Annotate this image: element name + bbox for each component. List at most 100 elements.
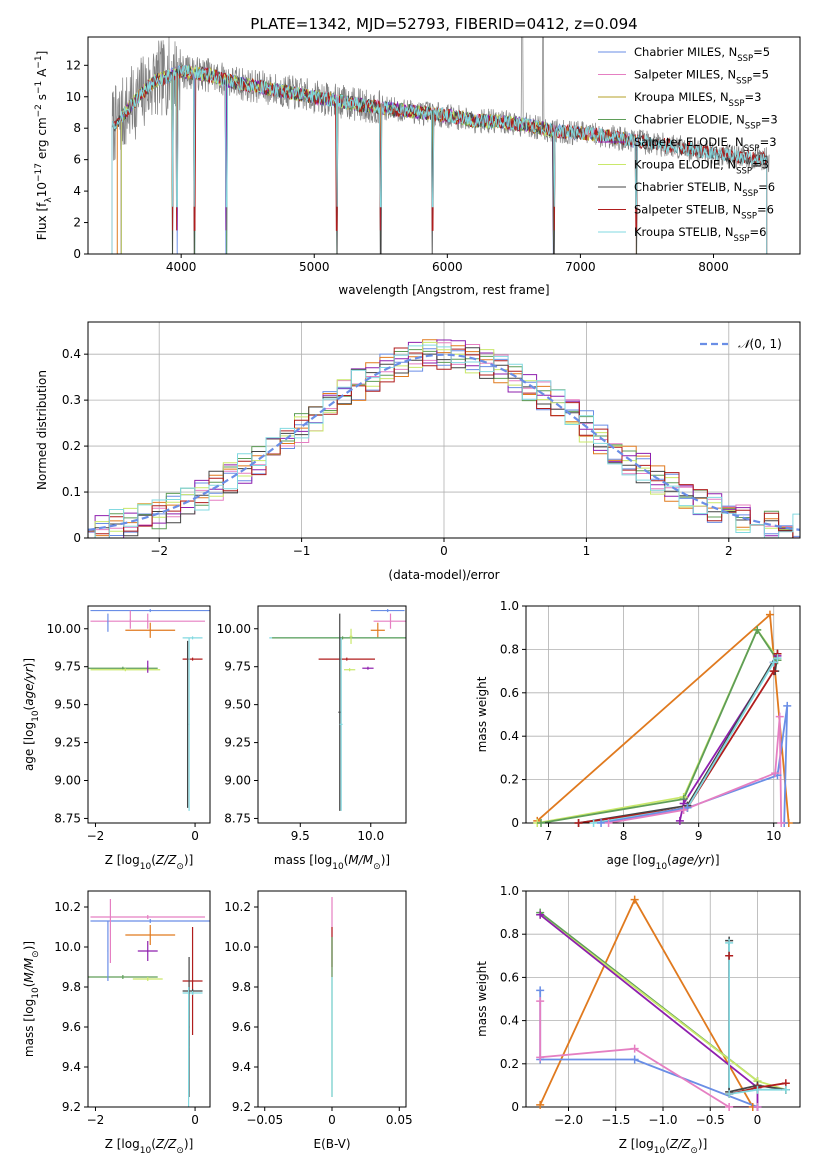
label-part: E(B-V) — [313, 1137, 350, 1151]
x-tick-label: 0 — [191, 829, 199, 843]
y-tick-label: 10 — [66, 90, 81, 104]
y-tick-label: 0.3 — [62, 393, 81, 407]
weight-point-marker — [753, 1103, 762, 1111]
age_vs_Z-plot-area — [88, 609, 210, 811]
y-tick-label: 9.75 — [54, 660, 81, 674]
legend-text: Kroupa STELIB, N — [634, 225, 734, 239]
y-tick-label: 6 — [73, 153, 81, 167]
legend-text: Chabrier MILES, N — [634, 45, 737, 59]
legend-label: Salpeter ELODIE, NSSP=3 — [634, 135, 777, 154]
weight-point-marker — [574, 819, 583, 827]
weight-point-marker — [769, 667, 778, 676]
y-tick-label: 9.00 — [54, 774, 81, 788]
label-part: 10 — [140, 1146, 152, 1156]
x-axis-label: wavelength [Angstrom, rest frame] — [338, 283, 549, 297]
spectrum-panel: 4000 5000 6000 7000 8000 0 2 4 6 8 10 12 wavelength … — [34, 36, 801, 297]
y-tick-label: 9.2 — [62, 1100, 81, 1114]
label-part: ( — [344, 853, 349, 867]
y-tick-label: 2 — [73, 216, 81, 230]
weight-point-marker — [777, 819, 786, 827]
label-part: Z/Z — [669, 1137, 691, 1151]
label-part: age/yr — [22, 666, 36, 705]
legend-text: =3 — [744, 90, 761, 104]
x-axis-label: Z [log10(Z/Z⊙)] — [105, 853, 194, 872]
x-tick-label: 0 — [191, 1113, 199, 1127]
x-axis-label: (data-model)/error — [388, 568, 499, 582]
y-axis-label: age [log10(age/yr)] — [22, 658, 41, 771]
y-tick-label: 9.6 — [62, 1020, 81, 1034]
y-tick-label: 10.0 — [224, 940, 251, 954]
label-part: ( — [22, 706, 36, 711]
legend-text: Kroupa ELODIE, N — [634, 158, 736, 172]
y-tick-label: 0.4 — [500, 1014, 519, 1028]
label-part: ⊙ — [31, 950, 41, 958]
label-part: age [log — [22, 722, 36, 771]
x-tick-label: 8000 — [698, 260, 729, 274]
weight-series-line — [540, 628, 779, 823]
residual-histogram-series — [88, 341, 800, 538]
x-tick-label: 9 — [695, 829, 703, 843]
y-tick-label: 9.50 — [224, 698, 251, 712]
legend-text: Chabrier ELODIE, N — [634, 113, 745, 127]
label-part: 10 — [140, 862, 152, 872]
weight-point-marker — [675, 816, 684, 825]
legend-sub: SSP — [741, 212, 757, 222]
label-part: Flux [f — [35, 202, 49, 240]
legend-text: =3 — [752, 158, 769, 172]
label-part: −2 — [34, 104, 44, 117]
axes-frame — [87, 605, 211, 824]
label-part: M/M — [348, 853, 373, 867]
label-part: −1 — [34, 81, 44, 94]
label-part: 10 — [31, 710, 41, 722]
weight-point-marker — [725, 938, 734, 947]
label-part: 10 — [654, 1146, 666, 1156]
x-tick-label: −0.5 — [696, 1113, 725, 1127]
residual-histogram-series — [88, 348, 800, 537]
residual_histogram-panel: −2 −1 0 1 2 0 0.1 0.2 0.3 0.4 𝒩(0, 1) (data-model)/… — [35, 321, 801, 582]
weight-point-marker — [536, 910, 545, 919]
label-part: mass [log — [274, 853, 332, 867]
y-tick-label: 0 — [511, 1100, 519, 1114]
weight-series-line — [728, 942, 786, 1096]
y-tick-label: 0.2 — [500, 773, 519, 787]
y-tick-label: 9.00 — [224, 774, 251, 788]
label-part: age/yr — [672, 853, 711, 867]
gaussian-curve — [88, 353, 800, 531]
weight-point-marker — [536, 1100, 545, 1109]
legend-text: Chabrier STELIB, N — [634, 180, 742, 194]
axes-frame — [87, 36, 801, 255]
legend-label: Kroupa MILES, NSSP=3 — [634, 90, 761, 109]
y-tick-label: 0.8 — [500, 927, 519, 941]
residual-histogram-series — [88, 339, 800, 538]
label-part: ( — [151, 853, 156, 867]
label-part: )] — [710, 853, 719, 867]
y-tick-label: 9.2 — [232, 1100, 251, 1114]
label-part: −1 — [34, 55, 44, 68]
x-tick-label: −2.0 — [554, 1113, 583, 1127]
legend-sub: SSP — [745, 122, 761, 132]
y-tick-label: 0.2 — [62, 439, 81, 453]
weight-point-marker — [753, 625, 762, 634]
legend-text: =6 — [758, 180, 775, 194]
legend-label: Chabrier STELIB, NSSP=6 — [634, 180, 775, 199]
label-part: Z [log — [105, 1137, 140, 1151]
x-tick-label: 9.5 — [291, 829, 310, 843]
y-tick-label: 0.4 — [500, 729, 519, 743]
y-tick-label: 9.4 — [232, 1060, 251, 1074]
mass_vs_Z-plot-area — [88, 899, 210, 1107]
residual-histogram-series — [88, 339, 800, 538]
spectrum-plot-area — [111, 37, 770, 254]
x-tick-label: 0 — [328, 1113, 336, 1127]
y-tick-label: 8.75 — [224, 811, 251, 825]
x-tick-label: 2 — [725, 544, 733, 558]
legend-text: =6 — [757, 203, 774, 217]
weight-point-marker — [769, 658, 778, 667]
y-tick-label: 0 — [73, 247, 81, 261]
legend-text: =3 — [761, 113, 778, 127]
label-part: ⊙ — [690, 1146, 698, 1156]
x-tick-label: −0.05 — [246, 1113, 283, 1127]
label-part: erg cm — [35, 117, 49, 163]
y-tick-label: 10.2 — [54, 900, 81, 914]
